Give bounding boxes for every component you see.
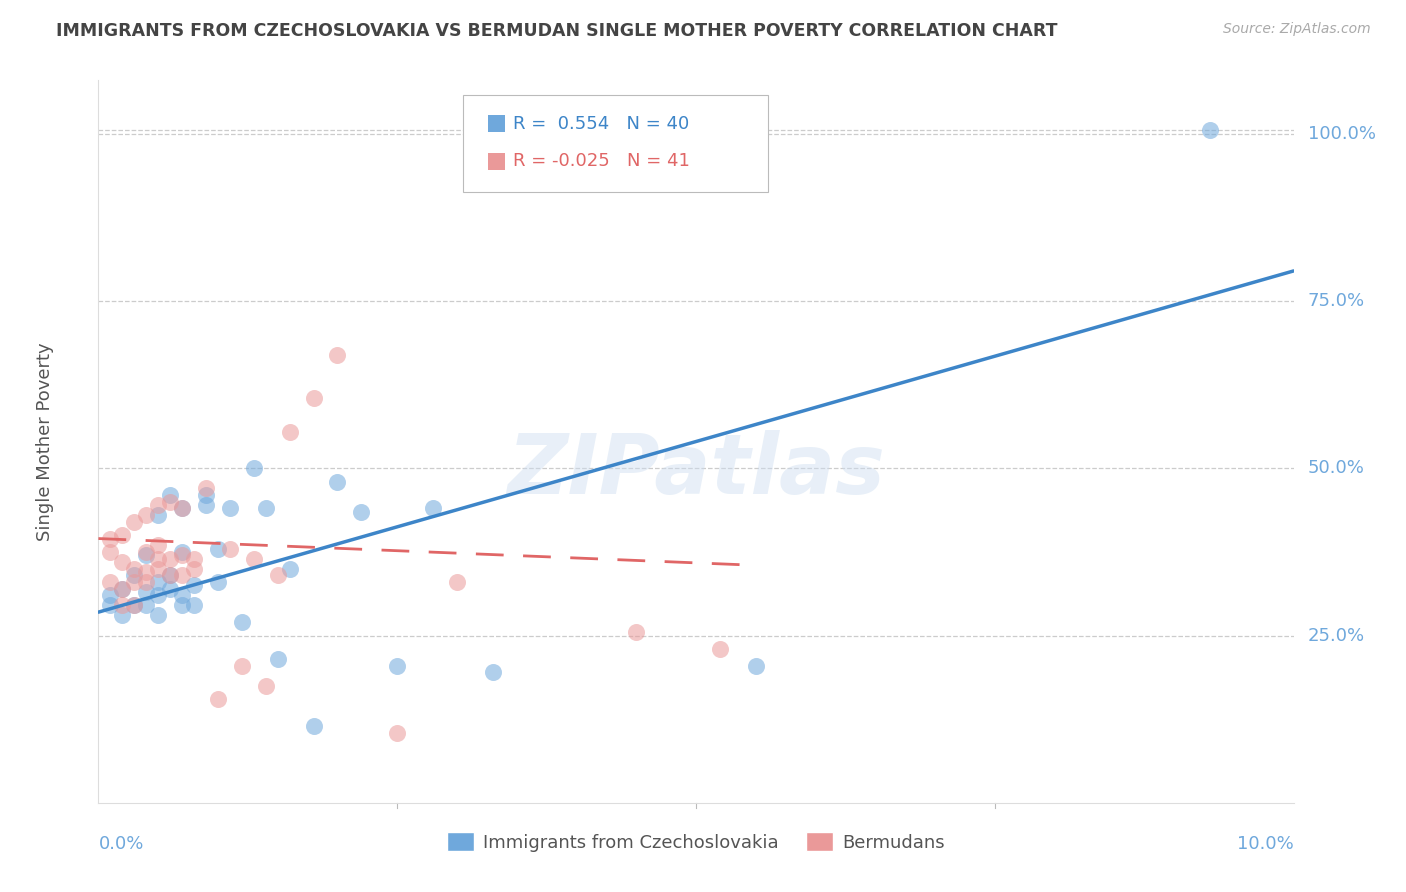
Point <box>183 599 205 613</box>
Point <box>148 589 170 603</box>
Point <box>124 599 146 613</box>
Point <box>207 575 229 590</box>
Point <box>267 568 290 582</box>
Point <box>183 551 205 566</box>
Point <box>111 528 134 542</box>
Point <box>148 551 170 566</box>
Point <box>98 589 122 603</box>
Point <box>159 494 181 508</box>
Point <box>278 425 301 439</box>
Text: 75.0%: 75.0% <box>1308 292 1365 310</box>
Point <box>159 568 181 582</box>
Point <box>148 608 170 623</box>
Point <box>135 565 157 579</box>
Point <box>207 692 229 706</box>
Point <box>350 505 373 519</box>
Point <box>219 501 242 516</box>
Point <box>98 545 122 559</box>
Text: 50.0%: 50.0% <box>1308 459 1365 477</box>
Text: R = -0.025   N = 41: R = -0.025 N = 41 <box>513 153 690 170</box>
FancyBboxPatch shape <box>488 115 505 132</box>
Point <box>745 658 768 673</box>
Text: R =  0.554   N = 40: R = 0.554 N = 40 <box>513 115 689 133</box>
Point <box>98 532 122 546</box>
Text: Source: ZipAtlas.com: Source: ZipAtlas.com <box>1223 22 1371 37</box>
Legend: Immigrants from Czechoslovakia, Bermudans: Immigrants from Czechoslovakia, Bermudan… <box>440 825 952 859</box>
FancyBboxPatch shape <box>488 153 505 169</box>
Point <box>278 562 301 576</box>
Point <box>172 589 194 603</box>
Point <box>124 568 146 582</box>
Text: 10.0%: 10.0% <box>1237 835 1294 854</box>
Point <box>111 555 134 569</box>
Text: IMMIGRANTS FROM CZECHOSLOVAKIA VS BERMUDAN SINGLE MOTHER POVERTY CORRELATION CHA: IMMIGRANTS FROM CZECHOSLOVAKIA VS BERMUD… <box>56 22 1057 40</box>
Point <box>243 461 266 475</box>
Point <box>159 582 181 596</box>
Point <box>243 551 266 566</box>
Point <box>1199 123 1222 137</box>
Point <box>124 562 146 576</box>
Point <box>446 575 468 590</box>
Point <box>135 548 157 563</box>
Point <box>148 562 170 576</box>
Point <box>195 488 218 502</box>
Text: ZIPatlas: ZIPatlas <box>508 430 884 511</box>
Point <box>124 599 146 613</box>
Point <box>159 551 181 566</box>
Point <box>302 391 325 405</box>
Point <box>385 725 409 739</box>
Text: 100.0%: 100.0% <box>1308 125 1376 143</box>
Point <box>172 599 194 613</box>
Point <box>148 538 170 552</box>
Point <box>172 501 194 516</box>
Point <box>135 575 157 590</box>
Point <box>172 548 194 563</box>
Point <box>302 719 325 733</box>
Point <box>124 575 146 590</box>
Point <box>207 541 229 556</box>
Point <box>195 482 218 496</box>
Point <box>326 475 349 489</box>
Text: Single Mother Poverty: Single Mother Poverty <box>35 343 53 541</box>
Point <box>183 562 205 576</box>
Point <box>172 545 194 559</box>
FancyBboxPatch shape <box>463 95 768 193</box>
Point <box>111 599 134 613</box>
Point <box>254 501 277 516</box>
Point <box>148 498 170 512</box>
Point <box>254 679 277 693</box>
Point <box>172 568 194 582</box>
Point <box>135 585 157 599</box>
Point <box>326 348 349 362</box>
Point <box>231 615 253 630</box>
Point <box>111 582 134 596</box>
Point <box>148 575 170 590</box>
Point <box>98 575 122 590</box>
Point <box>172 501 194 516</box>
Point <box>219 541 242 556</box>
Point <box>183 578 205 592</box>
Point <box>135 545 157 559</box>
Point <box>159 488 181 502</box>
Point <box>482 665 505 680</box>
Point <box>195 498 218 512</box>
Point <box>148 508 170 523</box>
Point <box>111 608 134 623</box>
Text: 25.0%: 25.0% <box>1308 626 1365 645</box>
Point <box>159 568 181 582</box>
Point <box>709 642 731 657</box>
Point <box>385 658 409 673</box>
Point <box>135 508 157 523</box>
Point <box>267 652 290 666</box>
Point <box>626 625 648 640</box>
Point <box>231 658 253 673</box>
Point <box>111 582 134 596</box>
Text: 0.0%: 0.0% <box>98 835 143 854</box>
Point <box>422 501 444 516</box>
Point <box>124 515 146 529</box>
Point <box>135 599 157 613</box>
Point <box>98 599 122 613</box>
